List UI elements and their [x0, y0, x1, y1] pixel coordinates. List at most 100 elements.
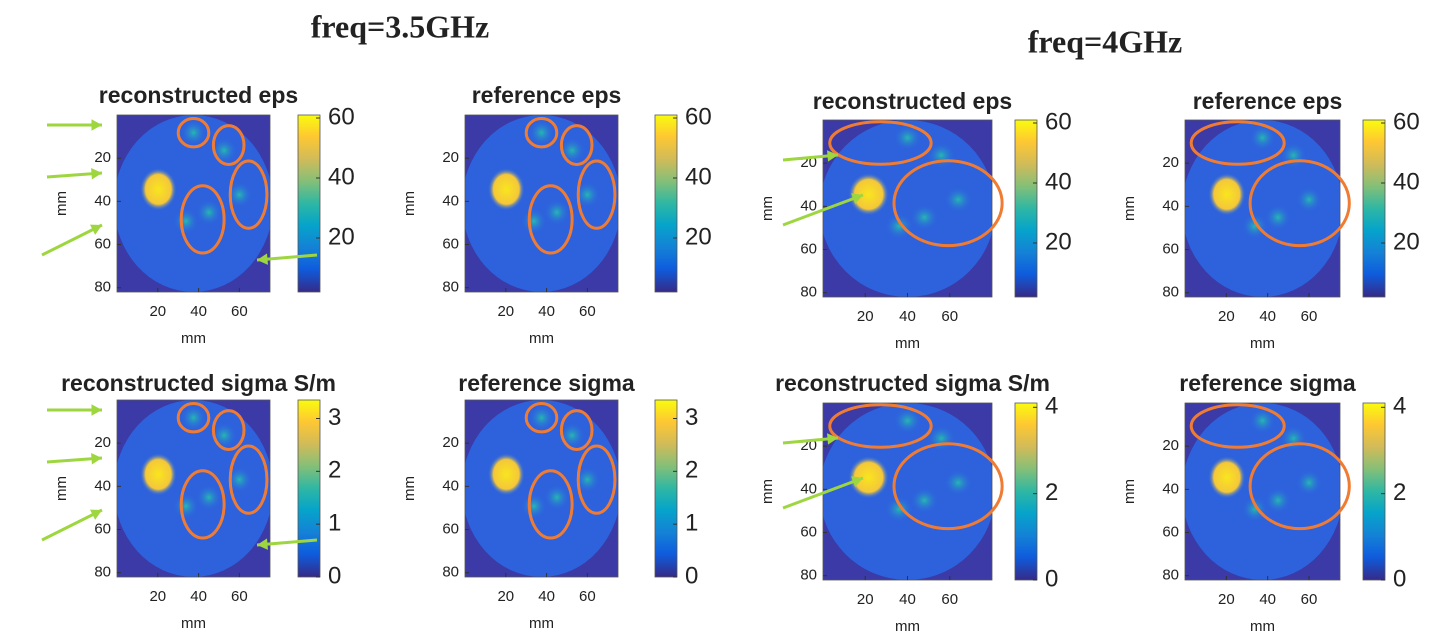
patch: [1242, 496, 1268, 522]
x-axis-label: mm: [181, 615, 206, 632]
y-axis-label: mm: [401, 191, 418, 216]
colorbar-tick-label: 40: [685, 163, 712, 190]
hot-spot: [1208, 173, 1246, 216]
y-tick-label: 60: [1162, 523, 1179, 540]
x-tick-label: 40: [190, 588, 207, 605]
panel-title: reference sigma: [1179, 370, 1356, 396]
hot-spot: [139, 453, 177, 496]
y-axis-label: mm: [759, 196, 776, 221]
x-tick-label: 60: [1301, 308, 1318, 325]
x-axis-label: mm: [1250, 335, 1275, 352]
patch: [544, 484, 570, 510]
patch: [529, 120, 554, 146]
patch: [885, 496, 913, 522]
colorbar-tick-label: 20: [1393, 228, 1420, 255]
heatmap-image: [465, 400, 618, 577]
highlight-ellipse: [892, 442, 1004, 531]
panel-title: reconstructed eps: [99, 82, 298, 108]
panel-title: reconstructed sigma S/m: [775, 370, 1050, 396]
x-tick-label: 20: [1218, 591, 1235, 608]
x-tick-label: 40: [1259, 308, 1276, 325]
y-tick-label: 80: [94, 564, 111, 581]
heatmap-image: [1185, 120, 1340, 297]
colorbar-tick-label: 3: [685, 404, 698, 431]
arrow-head: [851, 476, 863, 488]
y-axis-label: mm: [1121, 479, 1138, 504]
arrow-head: [91, 404, 102, 416]
colorbar-tick-label: 3: [328, 404, 341, 431]
patch: [521, 493, 547, 519]
group-title: freq=3.5GHz: [311, 8, 490, 44]
patch: [575, 182, 600, 208]
patch: [910, 487, 938, 513]
y-tick-label: 60: [94, 520, 111, 537]
plot-frame: [116, 399, 271, 578]
hot-spot: [487, 453, 525, 496]
colorbar: [1014, 402, 1038, 581]
highlight-ellipse: [524, 117, 559, 149]
patch: [559, 138, 585, 163]
highlight-ellipse: [828, 120, 933, 166]
y-tick-label: 40: [442, 192, 459, 209]
colorbar: [1362, 119, 1386, 298]
y-tick-label: 80: [1162, 284, 1179, 301]
colorbar-tick-label: 2: [1045, 479, 1058, 506]
colorbar-tick-label: 4: [1393, 393, 1406, 420]
highlight-ellipse: [828, 403, 933, 449]
x-tick-label: 40: [1259, 591, 1276, 608]
heatmap-image: [823, 120, 992, 297]
colorbar-tick-label: 40: [1393, 168, 1420, 195]
colorbar-tick-label: 0: [1393, 565, 1406, 592]
x-tick-label: 60: [941, 591, 958, 608]
x-axis-label: mm: [529, 330, 554, 347]
y-tick-label: 60: [1162, 240, 1179, 257]
patch: [211, 423, 237, 448]
y-tick-label: 60: [442, 235, 459, 252]
colorbar-tick-label: 0: [1045, 565, 1058, 592]
highlight-ellipse: [179, 469, 226, 540]
arrow-head: [257, 253, 268, 265]
heatmap-image: [117, 400, 270, 577]
x-axis-label: mm: [181, 330, 206, 347]
patch: [885, 213, 913, 239]
x-tick-label: 60: [579, 303, 596, 320]
patch: [196, 484, 222, 510]
x-tick-label: 40: [899, 591, 916, 608]
patch: [544, 199, 570, 225]
colorbar-tick-label: 20: [328, 223, 355, 250]
colorbar-tick-label: 2: [328, 457, 341, 484]
y-tick-label: 20: [1162, 154, 1179, 171]
y-tick-label: 20: [94, 434, 111, 451]
y-axis-label: mm: [401, 476, 418, 501]
highlight-ellipse: [524, 402, 559, 434]
colorbar-tick-label: 2: [1393, 479, 1406, 506]
x-tick-label: 20: [497, 303, 514, 320]
colorbar: [654, 399, 678, 578]
highlight-ellipse: [576, 444, 617, 515]
y-tick-label: 60: [800, 523, 817, 540]
hot-spot: [139, 168, 177, 211]
arrow-head: [90, 509, 102, 520]
colorbar-tick-label: 4: [1045, 393, 1058, 420]
colorbar: [297, 114, 321, 293]
hot-spot: [848, 173, 889, 216]
panel-title: reference sigma: [458, 370, 635, 396]
y-axis-label: mm: [53, 191, 70, 216]
y-tick-label: 60: [442, 520, 459, 537]
heatmap-image: [117, 115, 270, 292]
arrow: [782, 476, 864, 510]
patch: [1296, 187, 1322, 213]
highlight-ellipse: [179, 184, 226, 255]
patch: [893, 125, 922, 151]
x-tick-label: 60: [579, 588, 596, 605]
arrow-head: [91, 119, 102, 131]
x-tick-label: 40: [190, 303, 207, 320]
y-tick-label: 40: [800, 480, 817, 497]
x-tick-label: 40: [899, 308, 916, 325]
y-tick-label: 20: [442, 149, 459, 166]
y-tick-label: 40: [94, 192, 111, 209]
colorbar: [297, 399, 321, 578]
y-tick-label: 80: [800, 284, 817, 301]
colorbar-tick-label: 2: [685, 457, 698, 484]
x-tick-label: 40: [538, 303, 555, 320]
